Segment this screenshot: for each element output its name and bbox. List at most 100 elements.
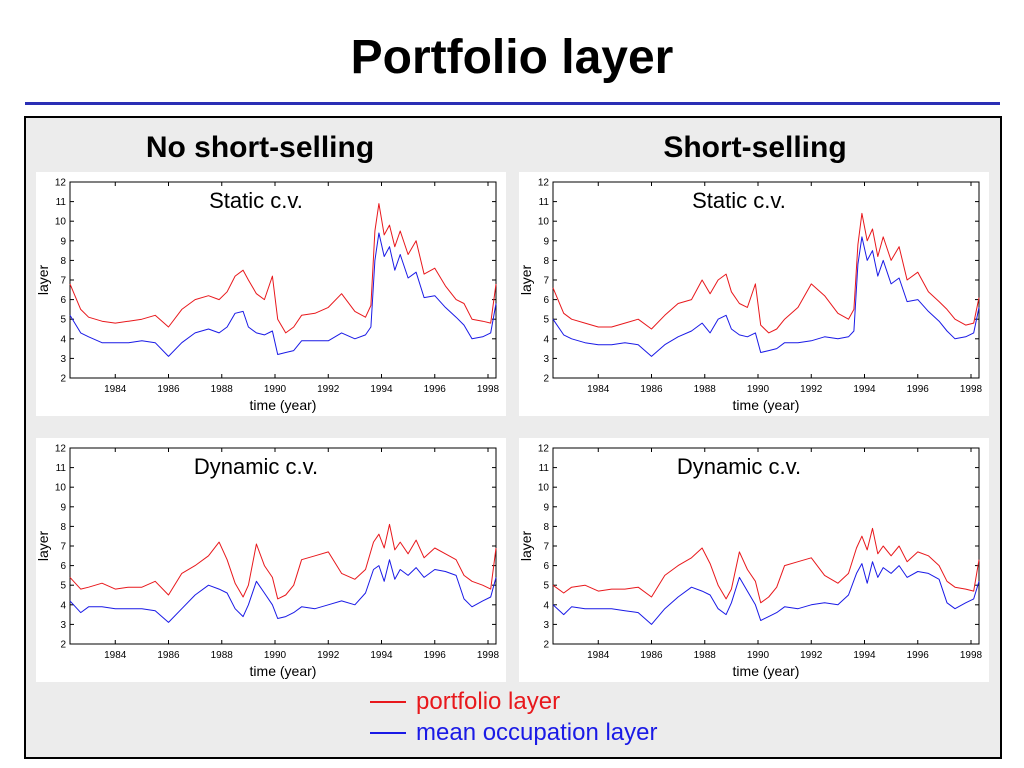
- series-line-mean-occupation-layer: [69, 559, 497, 623]
- chart-no-short-static: 2 3 4 5 6 7 8 9 10 11 12 1984 1986 1988 1990 1992 1994 19…: [36, 178, 500, 414]
- y-tick-label: 7: [543, 542, 549, 553]
- x-tick-label: 1984: [104, 650, 127, 661]
- x-tick-label: 1986: [157, 384, 180, 395]
- x-tick-label: 1994: [370, 650, 393, 661]
- y-tick-label: 3: [60, 354, 66, 365]
- x-tick-label: 1992: [800, 384, 823, 395]
- y-axis-label: layer: [519, 264, 534, 295]
- y-tick-label: 5: [60, 315, 66, 326]
- legend-label-mean-occupation: mean occupation layer: [416, 719, 658, 746]
- y-tick-label: 9: [543, 502, 549, 513]
- chart-title: Static c.v.: [692, 188, 786, 213]
- y-tick-label: 12: [55, 178, 67, 189]
- y-tick-label: 4: [543, 334, 549, 345]
- x-tick-label: 1998: [477, 650, 500, 661]
- x-tick-label: 1994: [370, 384, 393, 395]
- x-tick-label: 1988: [694, 384, 717, 395]
- chart-title: Dynamic c.v.: [194, 454, 318, 479]
- y-tick-label: 10: [538, 217, 550, 228]
- x-tick-label: 1988: [694, 650, 717, 661]
- y-tick-label: 6: [60, 295, 66, 306]
- x-axis-label: time (year): [733, 663, 800, 679]
- x-tick-label: 1998: [960, 384, 983, 395]
- chart-title: Dynamic c.v.: [677, 454, 801, 479]
- y-axis-label: layer: [519, 530, 534, 561]
- x-tick-label: 1996: [907, 650, 930, 661]
- y-tick-label: 9: [60, 502, 66, 513]
- y-tick-label: 12: [538, 178, 550, 189]
- x-tick-label: 1984: [587, 384, 610, 395]
- y-tick-label: 2: [543, 374, 549, 385]
- series-line-portfolio-layer: [69, 523, 497, 600]
- y-tick-label: 2: [60, 640, 66, 651]
- x-axis-label: time (year): [250, 397, 317, 413]
- x-tick-label: 1998: [477, 384, 500, 395]
- y-tick-label: 12: [55, 444, 67, 455]
- y-tick-label: 12: [538, 444, 550, 455]
- y-tick-label: 6: [60, 561, 66, 572]
- y-tick-label: 9: [60, 236, 66, 247]
- y-tick-label: 11: [539, 463, 550, 474]
- series-line-portfolio-layer: [552, 527, 980, 604]
- x-tick-label: 1992: [317, 650, 340, 661]
- y-tick-label: 5: [543, 315, 549, 326]
- chart-short-dynamic: 2 3 4 5 6 7 8 9 10 11 12 1984 1986 1988 1990 1992 1994 19…: [519, 444, 983, 680]
- y-tick-label: 11: [56, 463, 67, 474]
- chart-title: Static c.v.: [209, 188, 303, 213]
- x-tick-label: 1996: [424, 384, 447, 395]
- x-tick-label: 1998: [960, 650, 983, 661]
- legend-label-portfolio: portfolio layer: [416, 688, 561, 715]
- chart-panel-no-short-static: 2 3 4 5 6 7 8 9 10 11 12 1984 1986 1988 1990 1992 1994 19…: [36, 172, 506, 416]
- y-tick-label: 3: [543, 354, 549, 365]
- y-tick-label: 2: [543, 640, 549, 651]
- legend-swatch-portfolio: [370, 700, 406, 703]
- x-tick-label: 1990: [264, 650, 287, 661]
- series-line-mean-occupation-layer: [69, 232, 497, 357]
- x-tick-label: 1984: [587, 650, 610, 661]
- y-tick-label: 4: [60, 334, 66, 345]
- y-tick-label: 3: [60, 620, 66, 631]
- y-tick-label: 8: [543, 256, 549, 267]
- chart-panel-short-dynamic: 2 3 4 5 6 7 8 9 10 11 12 1984 1986 1988 1990 1992 1994 19…: [519, 438, 989, 682]
- y-tick-label: 11: [56, 197, 67, 208]
- column-heading-short-selling: Short-selling: [663, 131, 847, 164]
- x-tick-label: 1984: [104, 384, 127, 395]
- y-axis-label: layer: [36, 530, 51, 561]
- series-line-mean-occupation-layer: [552, 561, 980, 625]
- y-tick-label: 3: [543, 620, 549, 631]
- x-tick-label: 1994: [853, 384, 876, 395]
- column-heading-no-short-selling: No short-selling: [145, 131, 375, 164]
- x-axis-label: time (year): [250, 663, 317, 679]
- y-tick-label: 5: [543, 581, 549, 592]
- y-tick-label: 8: [60, 522, 66, 533]
- x-axis-label: time (year): [733, 397, 800, 413]
- y-tick-label: 7: [543, 276, 549, 287]
- x-tick-label: 1990: [747, 384, 770, 395]
- x-tick-label: 1994: [853, 650, 876, 661]
- x-tick-label: 1992: [800, 650, 823, 661]
- x-tick-label: 1996: [424, 650, 447, 661]
- series-line-portfolio-layer: [69, 203, 497, 334]
- slide-title: Portfolio layer: [350, 31, 674, 84]
- x-tick-label: 1988: [211, 650, 234, 661]
- x-tick-label: 1996: [907, 384, 930, 395]
- y-tick-label: 6: [543, 561, 549, 572]
- y-axis-label: layer: [36, 264, 51, 295]
- x-tick-label: 1986: [157, 650, 180, 661]
- series-line-mean-occupation-layer: [552, 236, 980, 357]
- series-line-portfolio-layer: [552, 212, 980, 334]
- y-tick-label: 7: [60, 542, 66, 553]
- chart-panel-no-short-dynamic: 2 3 4 5 6 7 8 9 10 11 12 1984 1986 1988 1990 1992 1994 19…: [36, 438, 506, 682]
- x-tick-label: 1992: [317, 384, 340, 395]
- x-tick-label: 1990: [747, 650, 770, 661]
- legend-swatch-mean-occupation: [370, 731, 406, 734]
- chart-short-static: 2 3 4 5 6 7 8 9 10 11 12 1984 1986 1988 1990 1992 1994 19…: [519, 178, 983, 414]
- y-tick-label: 9: [543, 236, 549, 247]
- x-tick-label: 1986: [640, 650, 663, 661]
- y-tick-label: 2: [60, 374, 66, 385]
- y-tick-label: 10: [538, 483, 550, 494]
- y-tick-label: 11: [539, 197, 550, 208]
- y-tick-label: 8: [60, 256, 66, 267]
- y-tick-label: 7: [60, 276, 66, 287]
- x-tick-label: 1986: [640, 384, 663, 395]
